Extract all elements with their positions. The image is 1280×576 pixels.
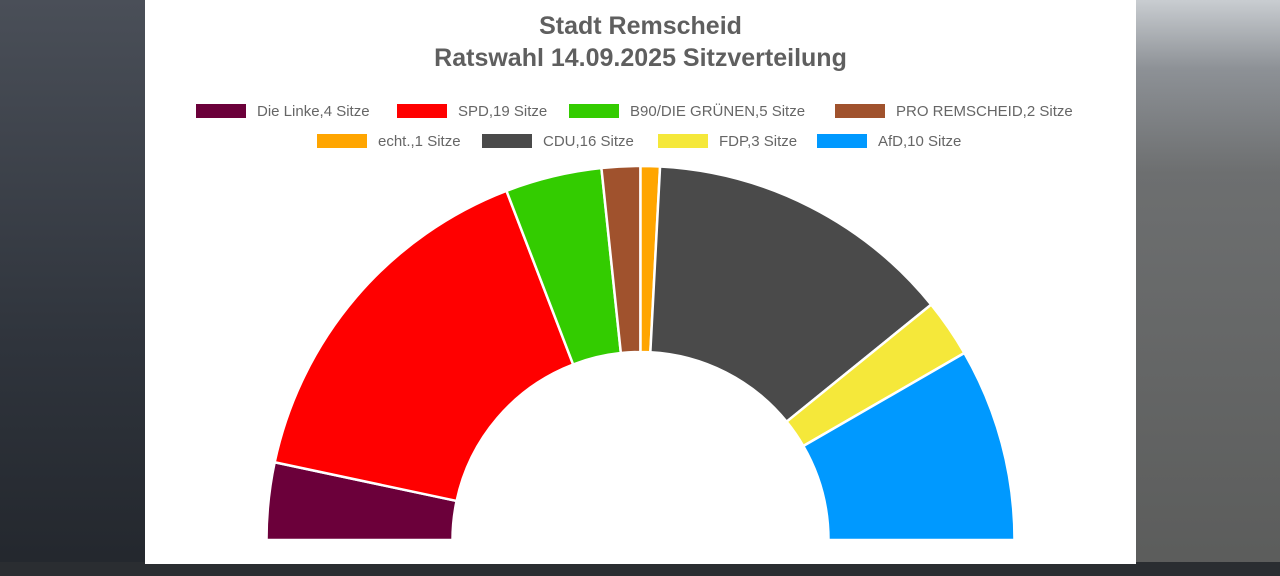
legend-swatch xyxy=(397,104,447,118)
legend-swatch xyxy=(835,104,885,118)
legend-item-spd[interactable]: SPD,19 Sitze xyxy=(397,101,547,121)
legend-swatch xyxy=(482,134,532,148)
legend-item-afd[interactable]: AfD,10 Sitze xyxy=(817,131,961,151)
legend-label: SPD,19 Sitze xyxy=(458,102,548,120)
legend-label: PRO REMSCHEID,2 Sitze xyxy=(896,102,1073,120)
chart-title: Stadt Remscheid xyxy=(539,12,742,40)
background-building-right xyxy=(1136,0,1280,576)
legend-swatch xyxy=(658,134,708,148)
legend-item-pro-remscheid[interactable]: PRO REMSCHEID,2 Sitze xyxy=(835,101,1073,121)
chart-card: Stadt Remscheid Ratswahl 14.09.2025 Sitz… xyxy=(145,0,1136,564)
legend-label: Die Linke,4 Sitze xyxy=(257,102,370,120)
legend-swatch xyxy=(569,104,619,118)
background-street xyxy=(0,562,1280,576)
chart-plot-area xyxy=(265,164,1016,542)
background-building-left xyxy=(0,0,145,576)
legend-item-die-linke[interactable]: Die Linke,4 Sitze xyxy=(196,101,370,121)
legend-swatch xyxy=(196,104,246,118)
legend-label: AfD,10 Sitze xyxy=(878,132,962,150)
legend-label: FDP,3 Sitze xyxy=(719,132,798,150)
legend-item-echt[interactable]: echt.,1 Sitze xyxy=(317,131,461,151)
legend-swatch xyxy=(317,134,367,148)
legend-item-gruene[interactable]: B90/DIE GRÜNEN,5 Sitze xyxy=(569,101,805,121)
chart-subtitle: Ratswahl 14.09.2025 Sitzverteilung xyxy=(434,44,847,72)
seat-distribution-chart xyxy=(265,164,1016,542)
legend-swatch xyxy=(817,134,867,148)
legend-item-cdu[interactable]: CDU,16 Sitze xyxy=(482,131,634,151)
seat-segment-spd[interactable] xyxy=(273,189,575,503)
seat-segment-afd[interactable] xyxy=(802,351,1016,542)
legend-item-fdp[interactable]: FDP,3 Sitze xyxy=(658,131,797,151)
legend-label: echt.,1 Sitze xyxy=(378,132,461,150)
legend-label: CDU,16 Sitze xyxy=(543,132,634,150)
seat-segment-cdu[interactable] xyxy=(649,165,933,423)
legend-label: B90/DIE GRÜNEN,5 Sitze xyxy=(630,102,806,120)
